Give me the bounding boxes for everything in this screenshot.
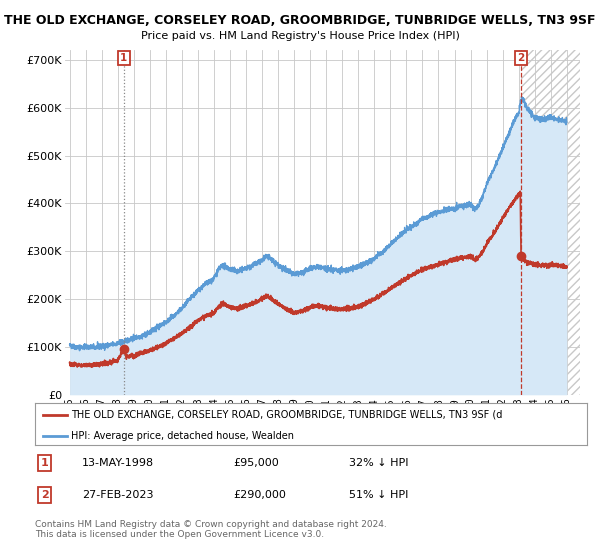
Text: £290,000: £290,000 xyxy=(233,490,286,500)
Text: 1: 1 xyxy=(41,458,49,468)
Text: 51% ↓ HPI: 51% ↓ HPI xyxy=(349,490,409,500)
Text: 1: 1 xyxy=(120,53,127,63)
Text: Price paid vs. HM Land Registry's House Price Index (HPI): Price paid vs. HM Land Registry's House … xyxy=(140,31,460,41)
Bar xyxy=(521,50,580,395)
Text: 2: 2 xyxy=(517,53,524,63)
Text: HPI: Average price, detached house, Wealden: HPI: Average price, detached house, Weal… xyxy=(71,431,293,441)
Text: £95,000: £95,000 xyxy=(233,458,279,468)
Text: 27-FEB-2023: 27-FEB-2023 xyxy=(82,490,153,500)
Text: THE OLD EXCHANGE, CORSELEY ROAD, GROOMBRIDGE, TUNBRIDGE WELLS, TN3 9SF: THE OLD EXCHANGE, CORSELEY ROAD, GROOMBR… xyxy=(4,14,596,27)
Text: Contains HM Land Registry data © Crown copyright and database right 2024.
This d: Contains HM Land Registry data © Crown c… xyxy=(35,520,386,539)
Text: 32% ↓ HPI: 32% ↓ HPI xyxy=(349,458,409,468)
Text: 13-MAY-1998: 13-MAY-1998 xyxy=(82,458,154,468)
Text: THE OLD EXCHANGE, CORSELEY ROAD, GROOMBRIDGE, TUNBRIDGE WELLS, TN3 9SF (d: THE OLD EXCHANGE, CORSELEY ROAD, GROOMBR… xyxy=(71,409,502,419)
Text: 2: 2 xyxy=(41,490,49,500)
